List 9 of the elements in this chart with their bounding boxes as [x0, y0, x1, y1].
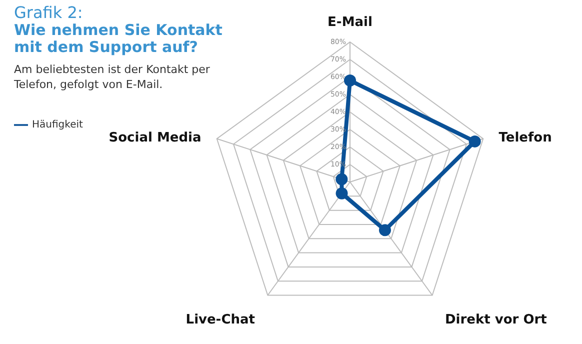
text: Grafik 2:: [14, 3, 84, 22]
text: Wie nehmen Sie Kontakt mit dem Support auf?: [14, 21, 224, 56]
spoke-label: E-Mail: [328, 15, 372, 30]
spoke-label: Live-Chat: [186, 312, 256, 328]
spoke-label: Direkt vor Ort: [444, 312, 547, 328]
legend-label: Häufigkeit: [32, 120, 83, 131]
spoke-label: Social Media: [108, 130, 202, 146]
spoke-label: Telefon: [498, 130, 552, 146]
text: Am beliebtesten ist der Kontakt per Telefon, gefolgt von E-Mail.: [14, 62, 211, 92]
